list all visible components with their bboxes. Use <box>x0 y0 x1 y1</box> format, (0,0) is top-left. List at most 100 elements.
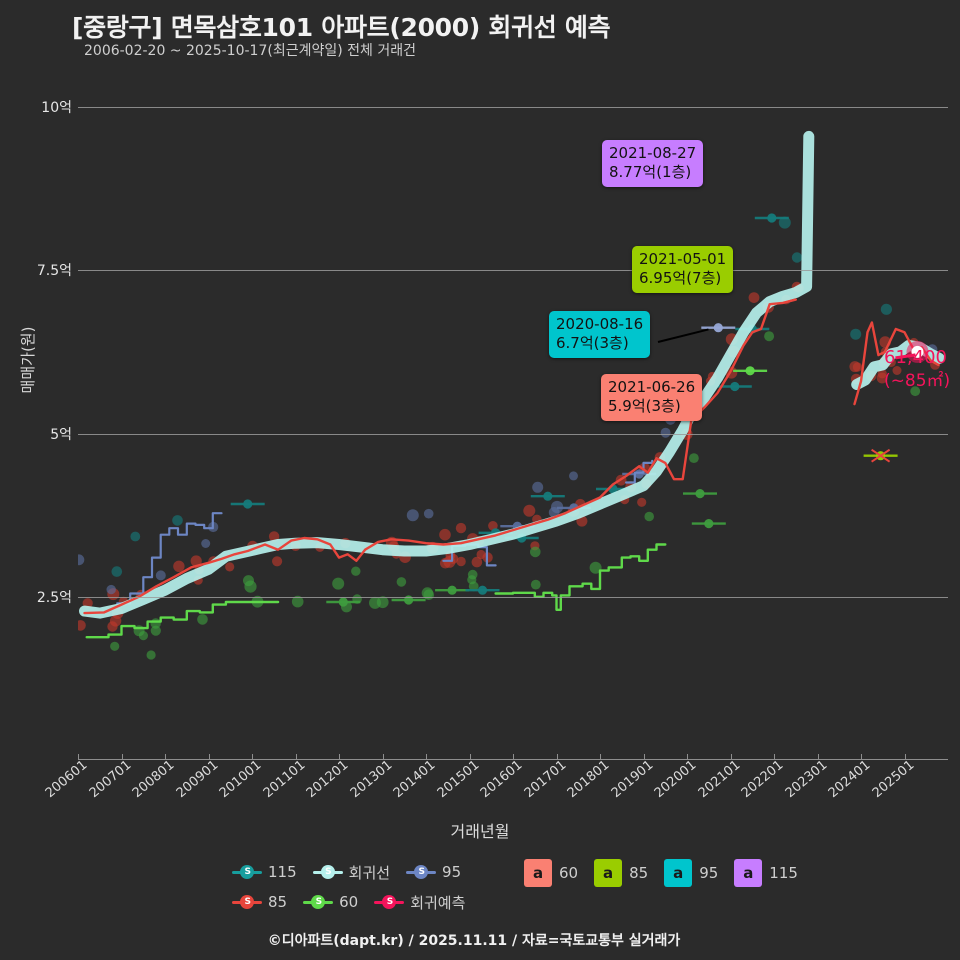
legend-swatch-label-60: 60 <box>559 864 579 882</box>
trade-dot <box>291 595 304 608</box>
legend-marker-icon: S <box>312 862 343 882</box>
series-line-95 <box>116 512 223 605</box>
trade-dot <box>190 555 202 567</box>
x-tick-label: 200801 <box>129 757 178 802</box>
trade-dot <box>138 631 148 641</box>
x-tick-label: 200901 <box>173 757 221 802</box>
footer-text: ©디아파트(dapt.kr) / 2025.11.11 / 자료=국토교통부 실… <box>267 933 681 949</box>
x-tick-label: 202201 <box>738 757 787 802</box>
trade-dot <box>396 577 407 587</box>
footer: ©디아파트(dapt.kr) / 2025.11.11 / 자료=국토교통부 실… <box>0 930 960 950</box>
x-tick-mark <box>687 754 688 760</box>
trade-dot <box>471 556 483 568</box>
trade-dot <box>689 453 699 463</box>
gridline <box>78 596 948 598</box>
trade-dot <box>243 575 254 587</box>
trade-dot <box>589 561 602 574</box>
trade-dot <box>173 560 185 572</box>
x-tick-label: 201001 <box>216 757 265 802</box>
trade-dot <box>455 522 467 534</box>
x-tick-mark <box>382 754 384 760</box>
legend-swatch-85[interactable]: a <box>594 859 623 887</box>
trade-dot <box>351 566 361 576</box>
x-tick-label: 202301 <box>782 757 830 802</box>
legend-item-85[interactable]: S 85 <box>232 892 287 912</box>
trade-tick-dot <box>730 381 740 392</box>
trade-dot <box>468 581 479 592</box>
trade-tick-dot <box>745 366 755 376</box>
legend-swatch-group: a 60 a 85 a 95 a 115 <box>524 859 814 887</box>
trade-tick-dot <box>695 489 705 499</box>
x-tick-label: 201601 <box>477 757 526 802</box>
legend-item-회귀예측[interactable]: S 회귀예측 <box>374 892 465 913</box>
end-point-label: 61,400 (~85㎡) <box>884 346 950 393</box>
x-tick-mark <box>513 754 514 760</box>
annotation-date: 2021-05-01 <box>639 250 727 268</box>
trade-tick-dot <box>447 585 457 595</box>
trade-dot <box>146 650 156 660</box>
trade-tick-dot <box>338 597 348 607</box>
legend-marker-icon: S <box>374 892 405 912</box>
legend-marker-icon: S <box>232 862 262 882</box>
trade-dot <box>910 386 921 397</box>
trade-tick-dot <box>704 519 714 529</box>
trade-dot <box>423 589 435 600</box>
x-tick-mark <box>600 754 601 760</box>
x-tick-mark <box>121 754 123 760</box>
x-tick-mark <box>252 754 253 760</box>
trade-dot <box>523 504 536 517</box>
x-tick-label: 201701 <box>521 757 569 802</box>
trade-dot <box>201 539 211 548</box>
x-tick-mark <box>861 754 862 760</box>
legend-item-label: 115 <box>268 863 297 881</box>
trade-dot <box>852 362 863 372</box>
x-tick-mark <box>904 754 906 760</box>
x-tick-mark <box>774 754 775 760</box>
legend-item-60[interactable]: S 60 <box>303 892 358 912</box>
series-line-60 <box>85 600 280 639</box>
annotation-date: 2020-08-16 <box>556 315 644 333</box>
y-axis-ticks: 10억 7.5억 5억 2.5억 <box>0 60 72 760</box>
trade-dot <box>78 554 85 566</box>
legend-item-label: 60 <box>339 893 359 911</box>
forecast-arrow <box>895 353 916 360</box>
legend-swatch-60[interactable]: a <box>524 859 552 887</box>
trade-dot <box>876 372 888 384</box>
outlier-cross-b <box>871 448 891 463</box>
x-tick-label: 201201 <box>303 757 352 802</box>
trade-tick-dot <box>243 499 253 509</box>
trade-dot <box>530 579 541 590</box>
annotation-2021-06-26: 2021-06-26 5.9억(3층) <box>601 374 703 422</box>
trade-dot <box>225 562 235 572</box>
trade-dot <box>530 546 541 558</box>
legend-swatch-95[interactable]: a <box>664 859 693 887</box>
page-title: [중랑구] 면목삼호101 아파트(2000) 회귀선 예측 <box>72 13 611 42</box>
legend-item-label: 85 <box>268 893 288 911</box>
trade-dot <box>880 303 893 315</box>
trade-dot <box>150 625 161 636</box>
end-point-value: 61,400 <box>884 347 947 368</box>
legend-item-회귀선[interactable]: S 회귀선 <box>312 862 391 883</box>
y-tick-label: 10억 <box>41 100 72 116</box>
trade-dot <box>197 614 208 625</box>
trade-dot <box>406 509 419 522</box>
x-tick-mark <box>165 754 166 760</box>
legend-swatch-115[interactable]: a <box>734 859 763 887</box>
x-tick-mark <box>469 754 471 760</box>
trade-dot <box>660 427 671 438</box>
trade-tick-dot <box>767 213 777 223</box>
x-tick-label: 201101 <box>260 757 308 802</box>
x-tick-label: 202401 <box>825 757 874 802</box>
trade-dot <box>532 481 544 493</box>
annotation-value: 6.7억(3층) <box>556 334 629 353</box>
trade-dot <box>764 331 775 342</box>
legend-item-label: 회귀선 <box>348 863 391 882</box>
legend-item-115[interactable]: S 115 <box>232 862 297 882</box>
trade-dot <box>850 328 862 340</box>
trade-dot <box>369 596 381 609</box>
annotation-value: 6.95억(7층) <box>639 269 722 288</box>
legend-item-95[interactable]: S 95 <box>406 862 461 882</box>
y-tick-label: 5억 <box>50 426 72 443</box>
chart-canvas <box>78 130 945 660</box>
trade-tick-dot <box>713 323 723 333</box>
